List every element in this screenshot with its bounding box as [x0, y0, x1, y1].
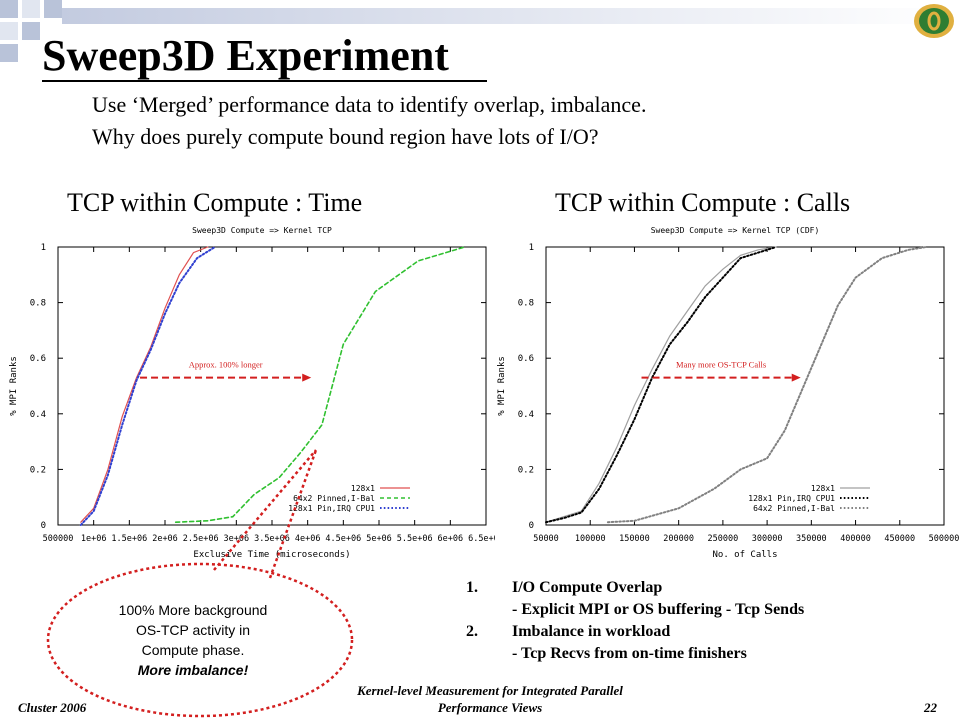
x-tick-label: 2e+06 [152, 534, 178, 544]
x-tick-label: 5e+06 [366, 534, 392, 544]
bullet-text: Why does purely compute bound region hav… [92, 124, 599, 149]
y-tick-label: 0.6 [30, 354, 46, 364]
series-line [174, 246, 466, 524]
corner-square [22, 22, 40, 40]
x-tick-label: 100000 [575, 534, 606, 544]
x-tick-label: 3.5e+06 [254, 534, 290, 544]
header-bar [62, 8, 952, 24]
bullet-text: Use ‘Merged’ performance data to identif… [92, 92, 647, 117]
x-tick-label: 200000 [663, 534, 694, 544]
finding-detail: - Explicit MPI or OS buffering - Tcp Sen… [466, 599, 804, 621]
plot-frame [545, 246, 945, 526]
footer-left: Cluster 2006 [18, 700, 87, 715]
right-chart-heading: TCP within Compute : Calls [555, 188, 851, 217]
corner-square [0, 22, 18, 40]
corner-square [22, 0, 40, 18]
x-tick-label: 150000 [619, 534, 650, 544]
finding-item: 2. Imbalance in workload [466, 621, 804, 643]
left-chart-heading: TCP within Compute : Time [67, 188, 363, 217]
footer-center-line: Kernel-level Measurement for Integrated … [357, 683, 623, 698]
y-tick-label: 0.4 [30, 410, 46, 420]
legend-label: 128x1 [811, 484, 835, 493]
finding-detail-text: - Tcp Recvs from on-time finishers [512, 645, 747, 662]
series-line [79, 246, 216, 526]
x-tick-label: 300000 [752, 534, 783, 544]
logo-icon [914, 4, 954, 38]
callout-line: Compute phase. [141, 642, 245, 658]
y-tick-label: 0 [529, 521, 534, 531]
callout-emphasis: More imbalance! [137, 662, 249, 678]
x-axis-label: Exclusive Time (microseconds) [193, 550, 350, 560]
finding-number: 1. [466, 579, 478, 596]
series-line [606, 246, 928, 524]
x-tick-label: 2.5e+06 [183, 534, 219, 544]
x-tick-label: 450000 [884, 534, 915, 544]
x-tick-label: 6.5e+06 [468, 534, 495, 544]
y-tick-label: 1 [41, 243, 46, 253]
y-tick-label: 0.8 [518, 299, 534, 309]
x-tick-label: 250000 [708, 534, 739, 544]
chart-title: Sweep3D Compute => Kernel TCP [192, 226, 332, 235]
y-tick-label: 1 [529, 243, 534, 253]
y-tick-label: 0.4 [518, 410, 534, 420]
series-line [545, 246, 777, 524]
legend-label: 64x2 Pinned,I-Bal [753, 504, 835, 513]
annotation-label: Approx. 100% longer [189, 360, 263, 370]
series-line [80, 246, 209, 523]
legend-label: 128x1 [351, 484, 375, 493]
footer-center: Kernel-level Measurement for Integrated … [320, 682, 660, 716]
corner-square [0, 44, 18, 62]
legend-label: 128x1 Pin,IRQ CPU1 [748, 494, 835, 503]
legend-label: 64x2 Pinned,I-Bal [293, 494, 375, 503]
y-axis-label: % MPI Ranks [9, 356, 19, 416]
x-tick-label: 50000 [533, 534, 559, 544]
y-tick-label: 0.8 [30, 299, 46, 309]
findings-list: 1. I/O Compute Overlap - Explicit MPI or … [466, 577, 804, 665]
x-tick-label: 5.5e+06 [397, 534, 433, 544]
x-tick-label: 4e+06 [295, 534, 321, 544]
annotation-arrowhead [302, 373, 312, 382]
annotation-label: Many more OS-TCP Calls [676, 360, 766, 370]
callout-text: 100% More background OS-TCP activity in … [95, 600, 291, 680]
x-tick-label: 1e+06 [81, 534, 107, 544]
x-tick-label: 500000 [929, 534, 960, 544]
title-underline [42, 80, 487, 82]
series-line [545, 246, 777, 523]
footer-center-line: Performance Views [437, 700, 543, 715]
time-cdf-chart: Sweep3D Compute => Kernel TCP 0 0.2 0.4 0.6 0… [9, 226, 495, 560]
x-tick-label: 3e+06 [224, 534, 250, 544]
callout-line: 100% More background [118, 602, 268, 618]
y-tick-label: 0.2 [518, 465, 534, 475]
annotation-arrowhead [791, 373, 801, 382]
x-tick-label: 1.5e+06 [111, 534, 147, 544]
corner-square [44, 0, 62, 18]
finding-item: 1. I/O Compute Overlap [466, 577, 804, 599]
callout-line: OS-TCP activity in [135, 622, 251, 638]
y-tick-label: 0.2 [30, 465, 46, 475]
y-axis-label: % MPI Ranks [497, 356, 507, 416]
finding-head: Imbalance in workload [512, 623, 671, 640]
y-tick-label: 0.6 [518, 354, 534, 364]
page-title: Sweep3D Experiment [42, 31, 449, 80]
y-tick-label: 0 [41, 521, 46, 531]
finding-detail: - Tcp Recvs from on-time finishers [466, 643, 804, 665]
chart-title: Sweep3D Compute => Kernel TCP (CDF) [651, 226, 820, 235]
x-tick-label: 400000 [840, 534, 871, 544]
x-axis-label: No. of Calls [712, 550, 777, 560]
legend-label: 128x1 Pin,IRQ CPU1 [288, 504, 375, 513]
x-tick-label: 350000 [796, 534, 827, 544]
finding-head: I/O Compute Overlap [512, 579, 663, 596]
x-tick-label: 6e+06 [438, 534, 464, 544]
finding-number: 2. [466, 623, 478, 640]
x-tick-label: 500000 [43, 534, 74, 544]
x-tick-label: 4.5e+06 [325, 534, 361, 544]
corner-square [0, 0, 18, 18]
finding-detail-text: - Explicit MPI or OS buffering - Tcp Sen… [512, 601, 805, 618]
footer-page-number: 22 [924, 700, 937, 715]
calls-cdf-chart: Sweep3D Compute => Kernel TCP (CDF) 0 0.2 0… [497, 226, 960, 560]
